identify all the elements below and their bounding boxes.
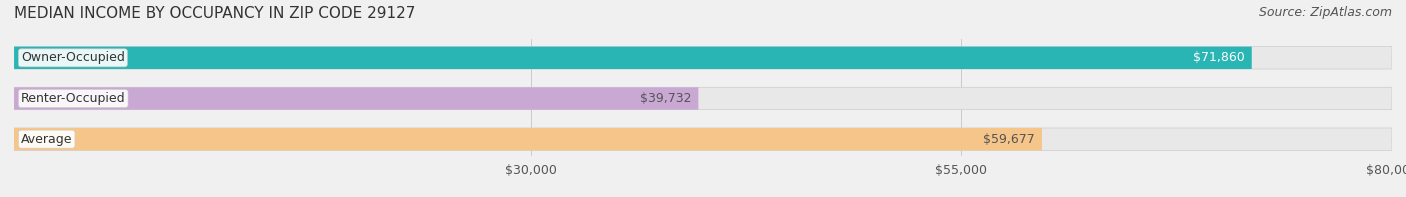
FancyBboxPatch shape <box>14 47 1251 69</box>
Text: $39,732: $39,732 <box>640 92 692 105</box>
FancyBboxPatch shape <box>14 128 1042 150</box>
Text: Average: Average <box>21 133 73 146</box>
Text: $71,860: $71,860 <box>1194 51 1244 64</box>
Text: $59,677: $59,677 <box>983 133 1035 146</box>
FancyBboxPatch shape <box>14 87 1392 110</box>
Text: Owner-Occupied: Owner-Occupied <box>21 51 125 64</box>
Text: Source: ZipAtlas.com: Source: ZipAtlas.com <box>1258 6 1392 19</box>
FancyBboxPatch shape <box>14 128 1392 150</box>
Text: MEDIAN INCOME BY OCCUPANCY IN ZIP CODE 29127: MEDIAN INCOME BY OCCUPANCY IN ZIP CODE 2… <box>14 6 415 21</box>
Text: Renter-Occupied: Renter-Occupied <box>21 92 125 105</box>
FancyBboxPatch shape <box>14 87 699 110</box>
FancyBboxPatch shape <box>14 47 1392 69</box>
